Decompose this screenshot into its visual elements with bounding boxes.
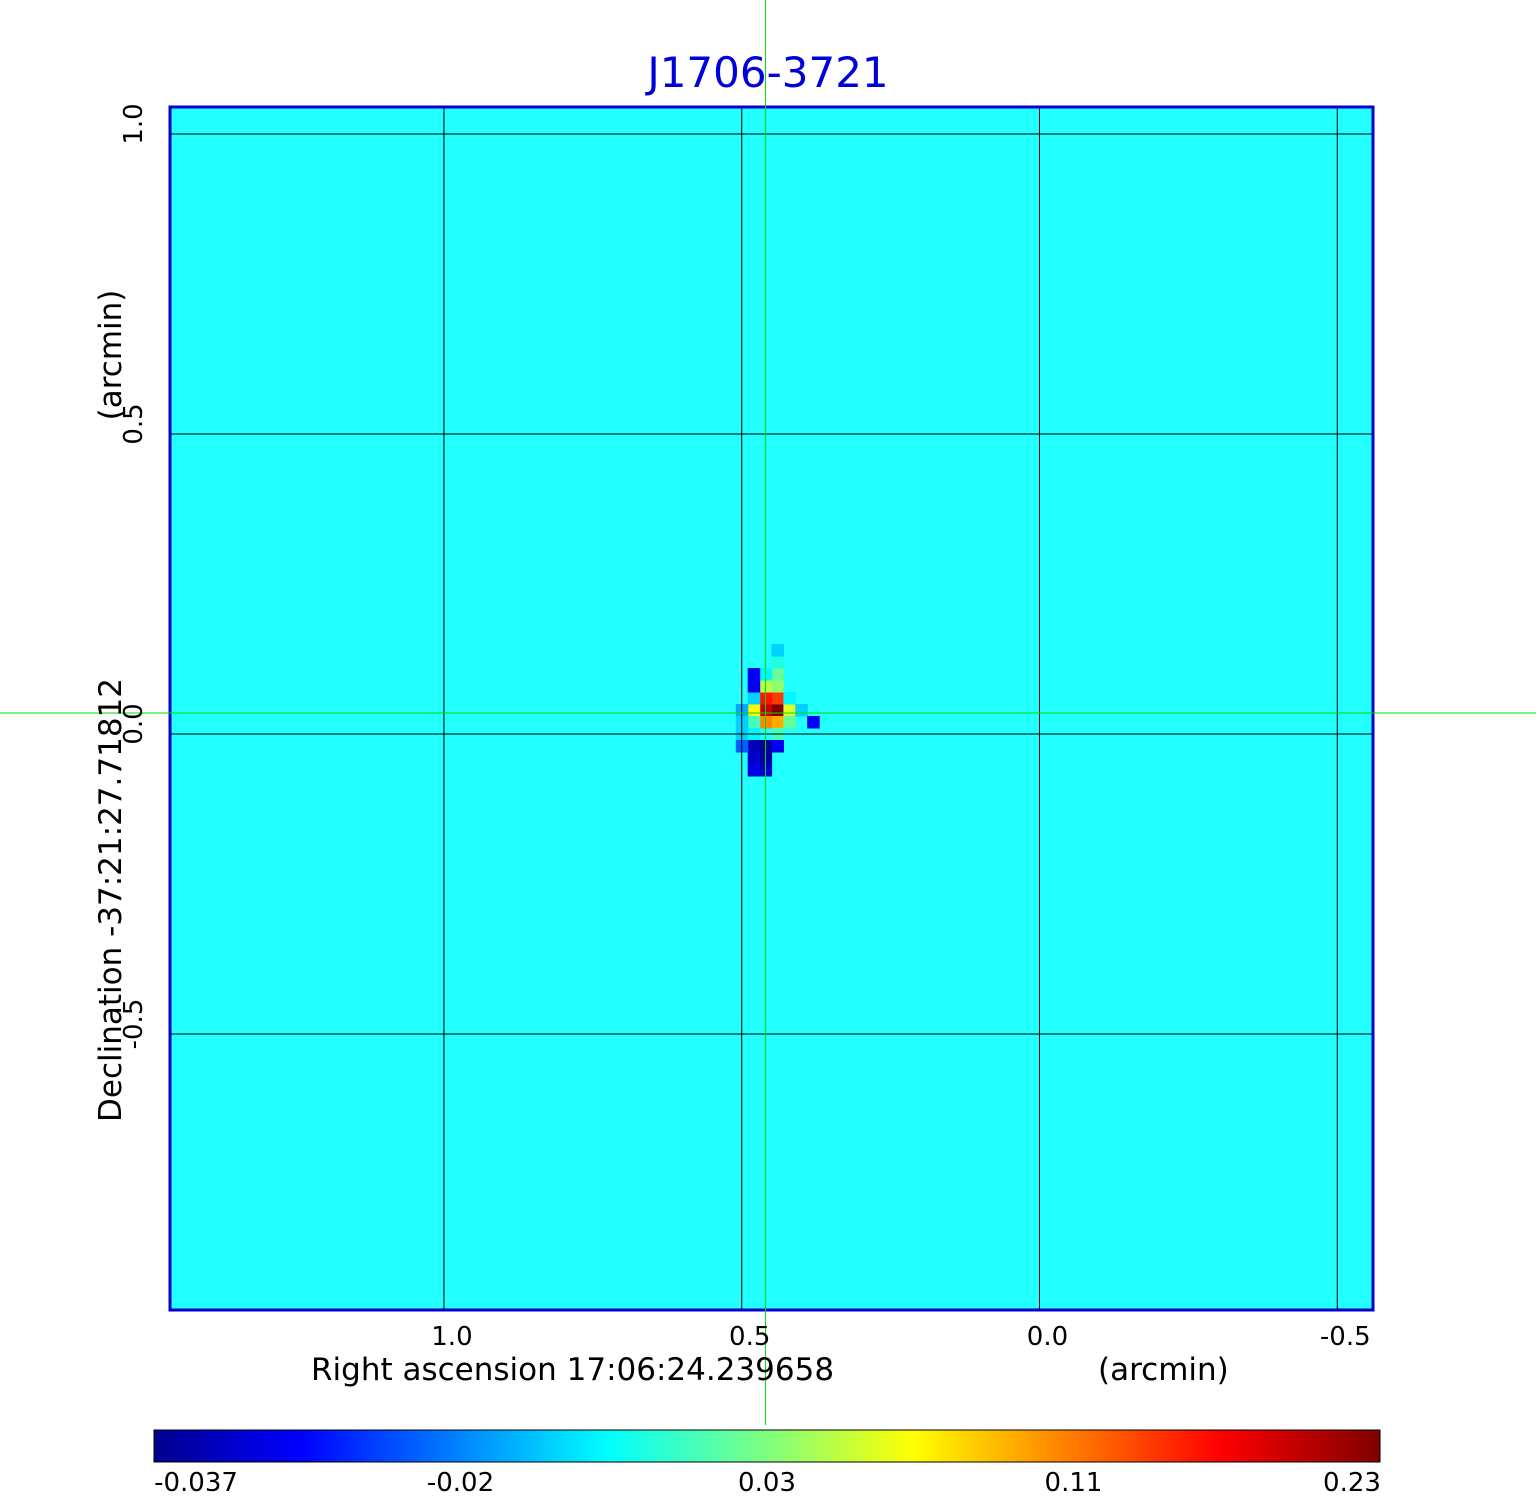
x-tick-label-0: 1.0: [431, 1322, 473, 1352]
source-pixel-34: [807, 716, 820, 729]
chart-title: J1706-3721: [647, 48, 889, 97]
y-axis-label: Declination -37:21:27.71812: [93, 678, 129, 1122]
source-pixel-14: [783, 716, 796, 729]
x-tick-label-3: -0.5: [1319, 1322, 1371, 1352]
x-tick-label-2: 0.0: [1026, 1322, 1069, 1352]
crosshair: [0, 0, 1536, 1425]
source-pixel-6: [783, 704, 796, 717]
source-pixels: [735, 644, 820, 777]
source-pixel-33: [747, 680, 761, 693]
x-axis-label: Right ascension 17:06:24.239658: [311, 1352, 835, 1388]
source-pixel-16: [795, 704, 808, 717]
source-pixel-26: [747, 752, 761, 765]
source-pixel-32: [747, 668, 761, 681]
source-pixel-18: [747, 692, 761, 705]
colorbar-tick-label-0: -0.037: [154, 1468, 238, 1498]
colorbar: [153, 1429, 1381, 1463]
source-pixel-10: [771, 668, 784, 681]
source-pixel-28: [747, 764, 761, 777]
colorbar-tick-label-4: 0.23: [1323, 1468, 1381, 1498]
source-pixel-8: [771, 680, 784, 693]
source-pixel-11: [771, 656, 784, 669]
y-tick-label-0: 1.0: [119, 103, 149, 145]
source-pixel-4: [771, 716, 784, 729]
colorbar-tick-label-2: 0.03: [738, 1468, 796, 1498]
plot-frame: [168, 105, 1375, 1312]
source-pixel-29: [771, 740, 784, 753]
source-pixel-15: [747, 716, 761, 729]
x-axis-unit: (arcmin): [1098, 1352, 1229, 1388]
colorbar-tick-label-3: 0.11: [1044, 1468, 1103, 1498]
x-tick-label-1: 0.5: [729, 1322, 771, 1352]
source-pixel-0: [771, 704, 784, 717]
colorbar-tick-label-1: -0.02: [426, 1468, 495, 1498]
source-pixel-7: [747, 704, 761, 717]
source-pixel-19: [783, 692, 796, 705]
coordinate-grid: [170, 107, 1373, 1310]
source-pixel-12: [771, 644, 784, 657]
source-pixel-2: [771, 692, 784, 705]
y-axis-unit: (arcmin): [93, 289, 129, 421]
source-pixel-25: [747, 740, 761, 753]
